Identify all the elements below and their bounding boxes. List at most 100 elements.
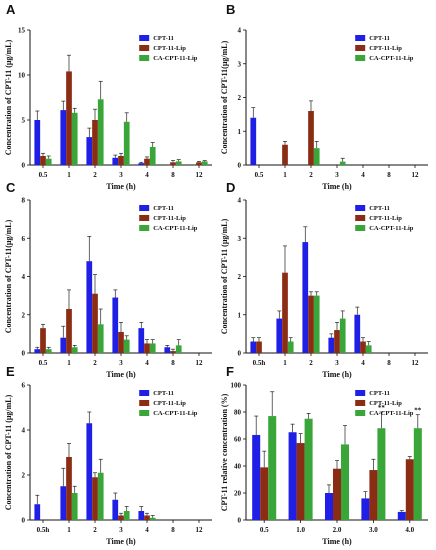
bar-ca-cpt-11-lip-2 — [97, 99, 104, 165]
x-tick-label: 4 — [145, 526, 149, 534]
x-axis-title: Time (h) — [322, 370, 352, 379]
legend-label: CPT-11 — [369, 205, 390, 212]
x-tick-label: 1.0 — [296, 526, 305, 534]
x-tick-label: 3 — [119, 526, 123, 534]
bar-cpt-11-1 — [60, 337, 67, 353]
bar-cpt-11-4 — [138, 328, 145, 353]
x-tick-label: 2 — [309, 171, 313, 179]
x-tick-label: 4 — [361, 171, 365, 179]
bar-cpt-11-lip-1 — [282, 144, 288, 165]
bar-cpt-11-1 — [276, 318, 283, 353]
panel-label: D — [226, 180, 235, 195]
significance-marker: ** — [378, 404, 386, 412]
x-tick-label: 1 — [67, 359, 71, 367]
bar-cpt-11-lip-0.5 — [260, 467, 269, 520]
x-tick-label: 0.5h — [37, 526, 50, 534]
x-tick-label: 8 — [387, 171, 391, 179]
y-tick-label: 3 — [238, 235, 242, 243]
x-tick-label: 2 — [93, 526, 97, 534]
x-tick-label: 1 — [283, 171, 287, 179]
legend-swatch-cpt-11-lip — [355, 45, 366, 51]
bar-ca-cpt-11-lip-2 — [97, 324, 104, 353]
y-tick-label: 2 — [238, 273, 242, 281]
x-tick-label: 12 — [412, 171, 420, 179]
bar-cpt-11-lip-12 — [196, 162, 202, 165]
legend-label: CPT-11 — [153, 390, 174, 397]
x-tick-label: 3 — [335, 359, 339, 367]
y-tick-label: 1 — [238, 311, 242, 319]
bar-cpt-11-lip-2 — [308, 295, 314, 353]
legend-swatch-cpt-11 — [139, 205, 150, 211]
bar-ca-cpt-11-lip-4 — [149, 517, 156, 520]
bar-cpt-11-lip-0.5h — [256, 341, 262, 353]
bar-cpt-11-lip-1.0 — [296, 443, 305, 520]
y-axis-title: Concentration of CPT-11 (μg/mL) — [4, 39, 13, 155]
bar-ca-cpt-11-lip-8 — [175, 345, 182, 353]
bar-cpt-11-lip-0.5 — [40, 328, 46, 353]
legend-label: CPT-11-Lip — [153, 400, 186, 407]
bar-cpt-11-lip-4 — [360, 341, 366, 353]
bar-ca-cpt-11-lip-3.0 — [377, 428, 386, 520]
bar-cpt-11-0.5 — [250, 117, 257, 165]
bar-ca-cpt-11-lip-4 — [149, 343, 156, 353]
bar-cpt-11-8 — [164, 347, 171, 353]
bar-cpt-11-lip-2 — [308, 111, 314, 165]
y-tick-label: 0 — [22, 350, 26, 358]
bar-cpt-11-lip-4.0 — [405, 459, 414, 520]
legend-label: CA-CPT-11-Lip — [369, 55, 414, 62]
x-tick-label: 3.0 — [369, 526, 378, 534]
panel-label: B — [226, 2, 235, 17]
legend-label: CPT-11 — [369, 390, 390, 397]
legend-swatch-ca-cpt-11-lip — [139, 55, 150, 61]
y-tick-label: 8 — [22, 197, 26, 205]
x-axis-title: Time (h) — [106, 370, 136, 379]
bar-cpt-11-lip-3 — [118, 515, 124, 520]
legend-swatch-cpt-11-lip — [355, 215, 366, 221]
x-tick-label: 1 — [67, 526, 71, 534]
bar-ca-cpt-11-lip-1.0 — [304, 418, 313, 520]
bar-cpt-11-lip-1 — [282, 272, 288, 353]
x-tick-label: 1 — [67, 171, 71, 179]
bar-ca-cpt-11-lip-0.5 — [268, 416, 277, 520]
bar-cpt-11-lip-2 — [92, 120, 98, 165]
bar-ca-cpt-11-lip-3 — [123, 121, 130, 165]
y-axis-title: Concentration of CPT-11(μg/mL) — [4, 219, 13, 333]
x-tick-label: 8 — [171, 526, 175, 534]
x-tick-label: 12 — [196, 171, 204, 179]
bar-cpt-11-lip-3.0 — [369, 470, 378, 520]
x-tick-label: 0.5 — [255, 171, 264, 179]
x-tick-label: 3 — [119, 359, 123, 367]
bar-cpt-11-4 — [138, 163, 145, 165]
y-tick-label: 100 — [231, 382, 242, 390]
bar-cpt-11-4.0 — [397, 511, 406, 520]
y-tick-label: 2 — [22, 311, 26, 319]
bar-cpt-11-0.5h — [250, 341, 257, 353]
bar-cpt-11-2.0 — [324, 493, 333, 520]
bar-cpt-11-lip-2.0 — [332, 468, 342, 520]
bar-ca-cpt-11-lip-3 — [339, 161, 346, 165]
legend-swatch-cpt-11 — [355, 35, 366, 41]
bar-cpt-11-0.5 — [252, 434, 261, 520]
bar-cpt-11-lip-0.5 — [40, 156, 46, 165]
bar-cpt-11-lip-4 — [144, 515, 150, 520]
bar-cpt-11-3.0 — [361, 498, 370, 520]
x-tick-label: 1 — [283, 359, 287, 367]
x-tick-label: 0.5 — [39, 171, 48, 179]
panel-label: A — [6, 2, 16, 17]
bar-ca-cpt-11-lip-3 — [123, 511, 130, 520]
x-tick-label: 12 — [196, 359, 204, 367]
bar-cpt-11-lip-2 — [92, 293, 98, 353]
bar-ca-cpt-11-lip-4 — [149, 147, 156, 165]
bar-cpt-11-3 — [328, 337, 335, 353]
bar-cpt-11-lip-8 — [170, 162, 176, 165]
x-tick-label: 12 — [196, 526, 204, 534]
y-tick-label: 2 — [238, 94, 242, 102]
bar-ca-cpt-11-lip-0.5 — [45, 158, 52, 165]
bar-cpt-11-1 — [60, 110, 67, 165]
legend-label: CPT-11 — [153, 205, 174, 212]
x-tick-label: 0.5 — [260, 526, 269, 534]
